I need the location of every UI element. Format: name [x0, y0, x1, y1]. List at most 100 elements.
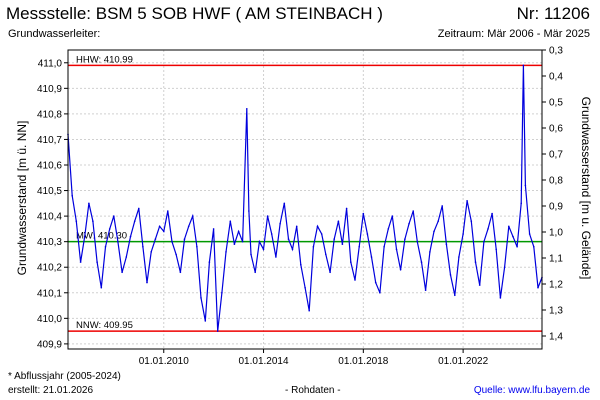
data-point — [516, 246, 518, 248]
y-right-tick-label: 1,4 — [549, 332, 563, 343]
data-point — [233, 243, 236, 245]
y-tick-label: 410,0 — [37, 314, 62, 325]
station-number: Nr: 11206 — [516, 4, 590, 23]
data-point — [420, 261, 423, 263]
data-point — [454, 294, 456, 297]
data-point — [129, 235, 132, 238]
data-point — [433, 230, 435, 233]
created-date: erstellt: 21.01.2026 — [8, 385, 94, 396]
data-point — [470, 220, 473, 222]
data-point — [304, 286, 306, 289]
data-point — [113, 215, 115, 217]
reference-line-label: HHW: 410.99 — [76, 54, 133, 65]
data-point — [246, 108, 248, 110]
reference-lines: HHW: 410.99 MW: 410.30 NNW: 409.95 — [68, 54, 542, 332]
data-point — [225, 251, 227, 253]
y-right-tick-label: 1,2 — [549, 280, 563, 291]
y-tick-label: 410,1 — [37, 288, 62, 299]
data-point — [366, 233, 369, 235]
data-point — [283, 202, 286, 205]
y-right-tick-label: 0,9 — [549, 202, 563, 213]
data-point — [387, 228, 390, 230]
data-type-label: - Rohdaten - — [285, 385, 341, 396]
data-point — [295, 225, 298, 228]
data-point — [121, 271, 123, 274]
source-link[interactable]: Quelle: www.lfu.bayern.de — [473, 385, 590, 396]
data-point — [528, 233, 531, 235]
data-point — [408, 223, 410, 225]
data-point — [104, 246, 107, 248]
x-tick-label: 01.01.2014 — [239, 356, 289, 367]
data-point — [138, 207, 140, 210]
data-point — [329, 271, 331, 274]
data-point — [395, 248, 398, 251]
data-point — [533, 246, 535, 248]
y-tick-label: 410,6 — [37, 161, 62, 172]
data-point — [262, 248, 265, 251]
data-point — [167, 210, 169, 212]
data-point — [254, 271, 256, 274]
series-line — [67, 65, 543, 332]
data-point — [445, 243, 448, 245]
data-point — [437, 220, 440, 222]
data-point — [458, 256, 460, 258]
data-point — [83, 235, 86, 238]
y-tick-label: 409,9 — [37, 339, 62, 350]
data-point — [362, 212, 365, 215]
data-point — [512, 235, 514, 238]
period-label: Zeitraum: Mär 2006 - Mär 2025 — [437, 28, 590, 40]
y-tick-label: 410,4 — [37, 212, 62, 223]
data-point — [163, 230, 165, 233]
data-point — [341, 243, 344, 245]
data-point — [208, 261, 211, 263]
data-point — [358, 246, 361, 248]
data-point — [499, 297, 502, 299]
data-point — [337, 220, 340, 222]
data-point — [142, 246, 144, 248]
y-tick-label: 410,3 — [37, 237, 62, 248]
y-tick-label: 410,2 — [37, 263, 62, 274]
y-axis-label-left: Grundwasserstand [m ü. NN] — [15, 121, 29, 276]
data-point — [478, 284, 481, 286]
data-point — [522, 64, 525, 67]
data-point — [158, 225, 161, 228]
y-tick-label: 410,7 — [37, 135, 62, 146]
data-point — [275, 256, 277, 258]
left-axis-ticks: 411,0 410,9 410,8 410,7 410,6 410,5 410,4 410,3… — [37, 58, 68, 350]
data-point — [300, 263, 302, 266]
data-point — [524, 184, 527, 187]
reference-line-label: NNW: 409.95 — [76, 320, 133, 331]
data-point — [429, 251, 431, 253]
data-point — [88, 202, 90, 205]
data-point — [354, 279, 356, 281]
data-point — [200, 297, 202, 299]
y-axis-label-right: Grundwasserstand [m u. Gelände] — [579, 97, 593, 280]
data-point — [187, 225, 190, 228]
x-tick-label: 01.01.2018 — [338, 356, 388, 367]
data-point — [399, 269, 402, 271]
y-tick-label: 411,0 — [38, 58, 63, 69]
data-point — [308, 309, 311, 312]
x-tick-label: 01.01.2010 — [139, 356, 189, 367]
data-point — [503, 266, 506, 269]
data-point — [221, 292, 223, 294]
data-point — [462, 233, 464, 235]
right-axis-ticks: 0,3 0,4 0,5 0,6 0,7 0,8 0,9 1,0 1,1 1,2 1,3 1,4 — [542, 46, 563, 343]
data-point — [100, 286, 103, 289]
data-point — [404, 238, 406, 240]
y-tick-label: 410,5 — [37, 186, 62, 197]
data-point — [495, 248, 498, 251]
data-point — [333, 238, 336, 240]
data-point — [92, 220, 94, 222]
footnote: * Abflussjahr (2005-2024) — [8, 371, 121, 382]
y-tick-label: 410,8 — [37, 109, 62, 120]
data-point — [196, 246, 198, 248]
x-tick-label: 01.01.2022 — [438, 356, 488, 367]
data-point — [391, 215, 394, 217]
data-point — [248, 210, 250, 212]
y-right-tick-label: 1,1 — [549, 254, 563, 265]
data-point — [325, 253, 327, 256]
data-point — [154, 238, 157, 240]
x-axis-ticks: 01.01.2010 01.01.2014 01.01.2018 01.01.2022 — [139, 349, 489, 367]
data-point — [150, 251, 152, 253]
